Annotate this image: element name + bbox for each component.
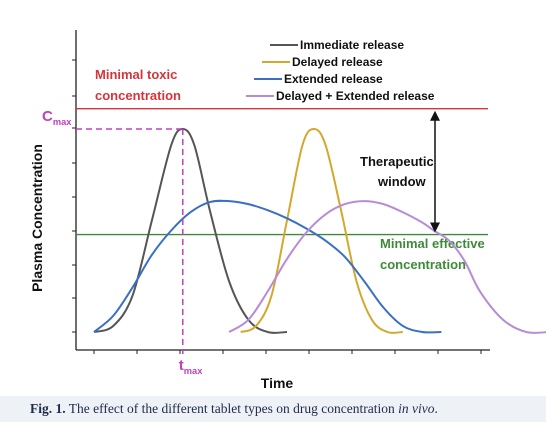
x-axis-label: Time [261, 375, 294, 391]
reference-label-toxic-line1: Minimal toxic [95, 67, 177, 82]
cmax-label-sub: max [53, 117, 72, 127]
caption-italic: in vivo [398, 401, 435, 416]
legend-label-3: Extended release [284, 72, 383, 86]
series-layer [93, 128, 546, 334]
series-line-4 [228, 200, 546, 334]
therapeutic-window-label-line1: Therapeutic [360, 154, 434, 169]
tmax-label-main: t [179, 357, 184, 374]
chart: Time Plasma Concentration Minimal toxic co… [29, 30, 546, 391]
cmax-label: Cmax [42, 108, 72, 127]
axes: Time Plasma Concentration [29, 30, 490, 391]
legend-label-1: Immediate release [300, 38, 404, 52]
y-axis-label: Plasma Concentration [29, 144, 45, 292]
legend: Immediate release Delayed release Extended… [246, 38, 435, 103]
caption-text: The effect of the different tablet types… [65, 401, 399, 416]
caption-prefix: Fig. 1. [30, 401, 66, 416]
reference-label-toxic-line2: concentration [95, 88, 181, 103]
therapeutic-arrow-head-down [430, 222, 440, 233]
legend-label-2: Delayed release [292, 55, 383, 69]
series-line-2 [240, 128, 403, 334]
cmax-label-main: C [42, 108, 53, 125]
series-line-3 [93, 199, 442, 334]
legend-label-4: Delayed + Extended release [276, 89, 435, 103]
therapeutic-arrow-head-up [430, 110, 440, 121]
tmax-label-sub: max [184, 366, 203, 376]
therapeutic-window-label-line2: window [377, 174, 427, 189]
reference-label-effective-line2: concentration [380, 257, 466, 272]
figure-caption: Fig. 1. The effect of the different tabl… [0, 396, 546, 422]
caption-suffix: . [434, 401, 438, 416]
tmax-label: tmax [179, 357, 203, 376]
reference-label-effective-line1: Minimal effective [380, 236, 485, 251]
reference-lines: Minimal toxic concentration Minimal effect… [76, 67, 488, 272]
